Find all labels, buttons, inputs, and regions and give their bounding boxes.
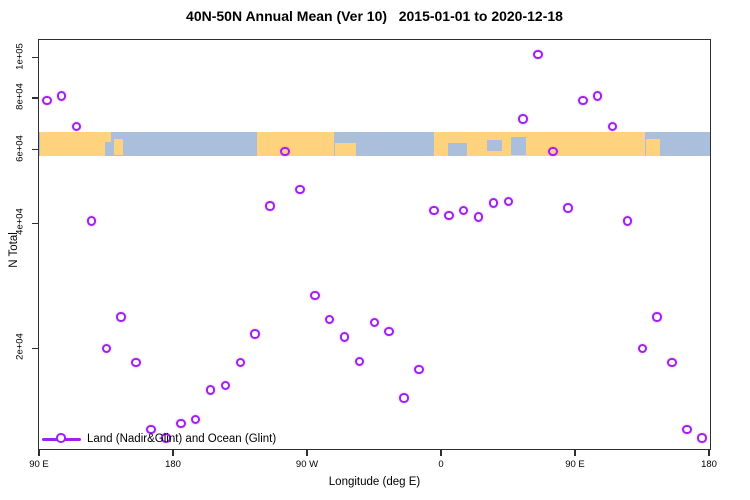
data-point <box>533 49 543 60</box>
data-point <box>488 198 499 208</box>
data-point <box>220 380 231 391</box>
data-point <box>622 216 633 226</box>
data-point <box>518 114 528 124</box>
data-point <box>578 95 588 106</box>
data-point <box>592 91 603 101</box>
data-point <box>176 418 186 429</box>
data-point <box>339 332 350 342</box>
data-point <box>399 393 409 403</box>
data-point <box>101 343 112 354</box>
water-patch <box>486 140 503 152</box>
legend-line-marker <box>42 433 81 443</box>
data-point <box>56 91 67 101</box>
legend: Land (Nadir&Glint) and Ocean (Glint) <box>42 431 276 447</box>
data-point <box>71 121 82 132</box>
data-point <box>697 433 707 443</box>
data-point <box>667 357 677 368</box>
y-tick-mark <box>32 149 38 151</box>
water-patch <box>511 136 527 155</box>
x-tick-mark <box>574 450 576 456</box>
x-tick-label: 180 <box>165 459 181 470</box>
data-point <box>652 312 662 322</box>
x-tick-label: 90 E <box>565 459 585 470</box>
land-segment <box>256 132 335 156</box>
chart-title: 40N-50N Annual Mean (Ver 10) 2015-01-01 … <box>186 8 563 24</box>
legend-circle-marker <box>56 433 66 443</box>
y-tick-label: 4e+04 <box>14 208 26 235</box>
data-point <box>310 290 320 301</box>
y-tick-label: 8e+04 <box>14 82 26 110</box>
land-segment <box>645 139 661 156</box>
data-point <box>146 424 156 434</box>
y-tick-mark <box>32 97 38 99</box>
data-point <box>42 95 52 106</box>
legend-label: Land (Nadir&Glint) and Ocean (Glint) <box>87 433 277 445</box>
data-point <box>444 210 454 221</box>
x-tick-label: 90 E <box>29 459 49 470</box>
y-tick-mark <box>32 57 38 59</box>
x-tick-mark <box>306 450 308 456</box>
data-point <box>190 414 201 425</box>
land-segment <box>40 132 105 156</box>
data-point <box>235 357 246 368</box>
land-segment <box>334 142 356 156</box>
data-point <box>116 312 126 322</box>
data-point <box>205 385 216 395</box>
data-point <box>503 196 514 207</box>
x-tick-label: 0 <box>438 459 444 470</box>
y-tick-label: 6e+04 <box>14 134 26 162</box>
data-point <box>563 203 573 213</box>
x-tick-label: 180 <box>701 459 717 470</box>
y-tick-mark <box>32 347 38 349</box>
data-point <box>414 364 424 375</box>
data-point <box>280 146 290 157</box>
data-point <box>473 212 484 222</box>
x-tick-mark <box>708 450 710 456</box>
land-segment <box>105 132 111 143</box>
data-point <box>265 201 275 211</box>
y-tick-mark <box>32 222 38 224</box>
land-segment <box>114 139 123 155</box>
plot-area: Land (Nadir&Glint) and Ocean (Glint) <box>38 39 711 450</box>
x-tick-mark <box>440 450 442 456</box>
data-point <box>637 343 648 354</box>
data-point <box>161 433 171 443</box>
x-axis-label: Longitude (deg E) <box>328 476 421 488</box>
data-point <box>607 121 618 132</box>
data-point <box>324 314 335 325</box>
y-tick-label: 1e+05 <box>14 42 26 70</box>
data-point <box>458 205 469 216</box>
data-point <box>369 317 380 328</box>
land-segment <box>433 132 646 156</box>
x-tick-mark <box>38 450 40 456</box>
data-point <box>354 356 365 367</box>
data-point <box>131 357 141 368</box>
data-point <box>295 184 305 195</box>
data-point <box>86 216 97 226</box>
latitude-map-band <box>39 132 710 156</box>
y-tick-label: 2e+04 <box>14 333 26 361</box>
x-tick-label: 90 W <box>295 459 319 470</box>
data-point <box>682 424 692 434</box>
data-point <box>429 205 439 216</box>
data-point <box>384 326 394 337</box>
data-point <box>548 146 558 157</box>
water-patch <box>447 142 468 156</box>
data-point <box>250 329 260 339</box>
x-tick-mark <box>172 450 174 456</box>
